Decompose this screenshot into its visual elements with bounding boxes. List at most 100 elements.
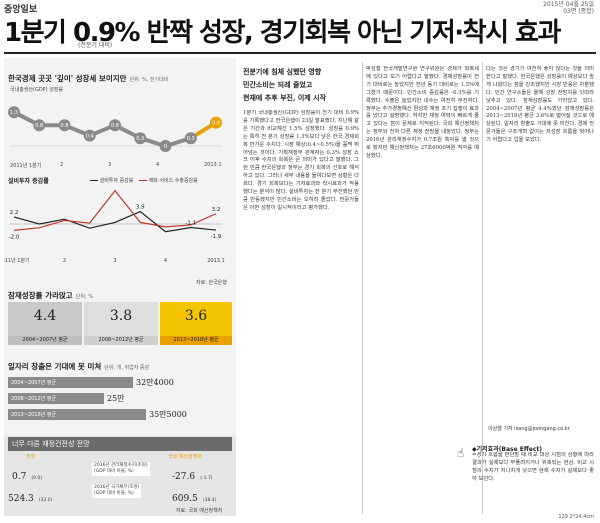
gdp-tick-last: 2013.1	[204, 162, 222, 168]
potential-box-1: 4.4 2004~2007년 평균	[8, 302, 82, 345]
date-box: 2015년 04월 25일 03면 (종합)	[543, 1, 594, 15]
fiscal-row1-office-value: -27.6	[172, 472, 196, 482]
investment-point-label: -2.0	[9, 234, 20, 240]
potential-label-2: 2008~2012년 평균	[84, 336, 158, 345]
jobs-label-2: 2008~2012년 평균	[11, 396, 57, 402]
column-divider-2	[482, 62, 483, 514]
investment-tick-label: 2013.1	[207, 258, 225, 264]
legend-investment-swatch	[90, 180, 98, 181]
fiscal-row1-office-sub: (-1.7)	[200, 476, 213, 481]
gdp-point	[109, 119, 121, 132]
gdp-point	[8, 106, 20, 119]
page-footer: 129 2*24.4cm	[558, 514, 594, 520]
potential-box-2: 3.8 2008~2012년 평균	[84, 302, 158, 345]
potential-unit: 단위: %	[75, 294, 93, 300]
gdp-point-label: 0.3	[187, 136, 195, 142]
potential-title: 잠재성장률 가라앉고 단위: %	[8, 290, 93, 301]
jobs-bar-2	[8, 393, 104, 404]
fiscal-source: 자료: 국회 예산정책처	[176, 508, 223, 514]
jobs-bar-3	[8, 409, 146, 420]
investment-point-label: -1.1	[185, 221, 196, 227]
gdp-chart-title: 한국경제 곳곳 '깊이' 성장세 보이지만 단위: %, 전기대비	[8, 73, 168, 84]
headline-note: (전분기 대비)	[78, 42, 113, 49]
gdp-point	[83, 129, 96, 142]
article-column-2: 박성철 한국개발연구원 연구위원은 경제가 회복세에 있다고 보기 어렵다고 말…	[366, 66, 479, 159]
investment-tick-label: 3	[113, 258, 116, 264]
fiscal-row1-gov-value: 0.7	[12, 472, 27, 482]
investment-source: 자료: 한국은행	[196, 280, 227, 286]
potential-value-3: 3.6	[184, 308, 208, 324]
investment-point-label: 10.4	[109, 188, 122, 190]
potential-label-1: 2004~2007년 평균	[8, 336, 82, 345]
column-divider-1	[362, 62, 363, 514]
page-line: 03면 (종합)	[563, 8, 594, 15]
gdp-point-label: 0	[164, 144, 167, 150]
jobs-title-text: 일자리 창출은 기대에 못 미쳐	[8, 362, 102, 371]
investment-export-chart: 2.2 -2.0 10.4 3.9 -1.1 3.2 -1.9 2011년 1분기 2 3 4 20…	[4, 188, 225, 264]
fiscal-row2-gov: 524.3 (32.0)	[8, 486, 52, 505]
fiscal-row2-gov-sub: (32.0)	[38, 498, 53, 503]
fiscal-col-office: 국회 예산정책처	[168, 454, 202, 460]
fiscal-row2-office-sub: (38.4)	[202, 498, 217, 503]
gdp-point-label: 0.8	[111, 123, 119, 129]
fiscal-row2-desc1: 2016년 국가채무(조원)	[94, 485, 140, 490]
gdp-point-label: 0.3	[136, 136, 144, 142]
base-effect-note-text: =경기 흐름을 판단할 때 비교 대상 시점의 상황에 따라 결과가 실제보다 …	[472, 452, 594, 482]
top-rule	[4, 52, 596, 54]
gdp-chart-unit: 단위: %, 전기대비	[129, 77, 169, 83]
legend-investment-label: 설비투자 증감률	[99, 178, 134, 184]
pointing-hand-icon: ☝	[457, 446, 465, 460]
investment-tick-label: 2011년 1분기	[4, 257, 30, 264]
legend-export-swatch	[138, 180, 147, 181]
article-subhead-3: 현재에 추후 부진, 이제 시작	[243, 93, 327, 102]
potential-value-2: 3.8	[109, 308, 133, 324]
gdp-tick-3: 3	[108, 162, 112, 168]
fiscal-title: 너무 다른 재정건전성 전망	[8, 437, 232, 451]
fiscal-row1-desc2: (GDP 대비 비율, %)	[94, 469, 134, 474]
gdp-tick-first: 2011년 1분기	[10, 163, 42, 169]
potential-box-3: 3.6 2013~2018년 평균	[160, 302, 232, 345]
jobs-bar-1	[8, 377, 133, 388]
headline: 1분기 0.9% 반짝 성장, 경기회복 아닌 기저·착시 효과	[4, 18, 561, 48]
article-subhead-1: 전분기에 침체 심했던 영향	[243, 67, 322, 76]
investment-point-label: 3.2	[212, 207, 221, 213]
fiscal-row2-office: 609.5 (38.4)	[172, 486, 216, 505]
potential-title-text: 잠재성장률 가라앉고	[8, 291, 73, 300]
fiscal-row1-gov: 0.7 (0.0)	[12, 464, 42, 483]
gdp-point-label: 0.4	[86, 134, 94, 140]
gdp-point	[58, 119, 71, 132]
jobs-label-1: 2004~2007년 평균	[11, 380, 57, 386]
article-column-1: 1분기 국내총생산(GDP) 성장률이 전기 대비 0.9%를 기록했다고 한국…	[243, 110, 359, 211]
base-effect-note-title: ◆기저효과(Base Effect)	[472, 446, 542, 453]
investment-chart-title: 설비투자 증감률	[8, 178, 49, 185]
byline: 이상렬 기자 isang@joongang.co.kr	[488, 426, 570, 432]
fiscal-row1-desc: 2016년 관리재정수지(조원) (GDP 대비 비율, %)	[92, 462, 150, 476]
article-subhead-2: 민간소비는 되레 줄었고	[243, 80, 313, 89]
investment-tick-label: 2	[63, 258, 66, 264]
potential-label-3: 2013~2018년 평균	[160, 336, 232, 345]
export-series-line	[13, 189, 217, 231]
fiscal-row1-gov-sub: (0.0)	[31, 476, 43, 481]
fiscal-row2-office-value: 609.5	[172, 494, 198, 504]
gdp-point	[184, 132, 197, 145]
jobs-unit: 단위: 개, 취업자 증감	[104, 365, 150, 371]
gdp-chart-title-text: 한국경제 곳곳 '깊이' 성장세 보이지만	[8, 74, 127, 83]
fiscal-row2-desc2: (GDP 대비 비율, %)	[94, 491, 134, 496]
legend-export-label: 재화·서비스 수출증감률	[148, 178, 198, 184]
jobs-value-2: 25만	[107, 394, 125, 403]
gdp-point-label: 0.8	[35, 123, 43, 129]
gdp-chart-legend: 국내총생산(GDP) 성장률	[10, 87, 64, 93]
date-line: 2015년 04월 25일	[543, 1, 594, 8]
jobs-label-3: 2013~2018년 평균	[11, 412, 57, 418]
investment-legend: 설비투자 증감률 재화·서비스 수출증감률	[90, 177, 198, 184]
fiscal-row1-office: -27.6 (-1.7)	[172, 464, 212, 483]
jobs-value-3: 35만5000	[149, 410, 187, 419]
investment-point-label: 3.9	[136, 205, 145, 211]
gdp-point	[210, 116, 222, 129]
gdp-tick-4: 4	[156, 162, 160, 168]
fiscal-col-gov: 정부	[26, 454, 36, 460]
gdp-line-chart: 1.3 0.8 0.8 0.4 0.8 0.3 0 0.3 0.9	[8, 106, 222, 152]
gdp-point-label: 0.9	[212, 121, 220, 127]
article-column-3: 다는 것은 경기가 여전히 좋지 않다는 것을 의미한다고 말했다. 한국은행은…	[486, 66, 594, 144]
investment-point-label: -1.9	[211, 234, 222, 240]
